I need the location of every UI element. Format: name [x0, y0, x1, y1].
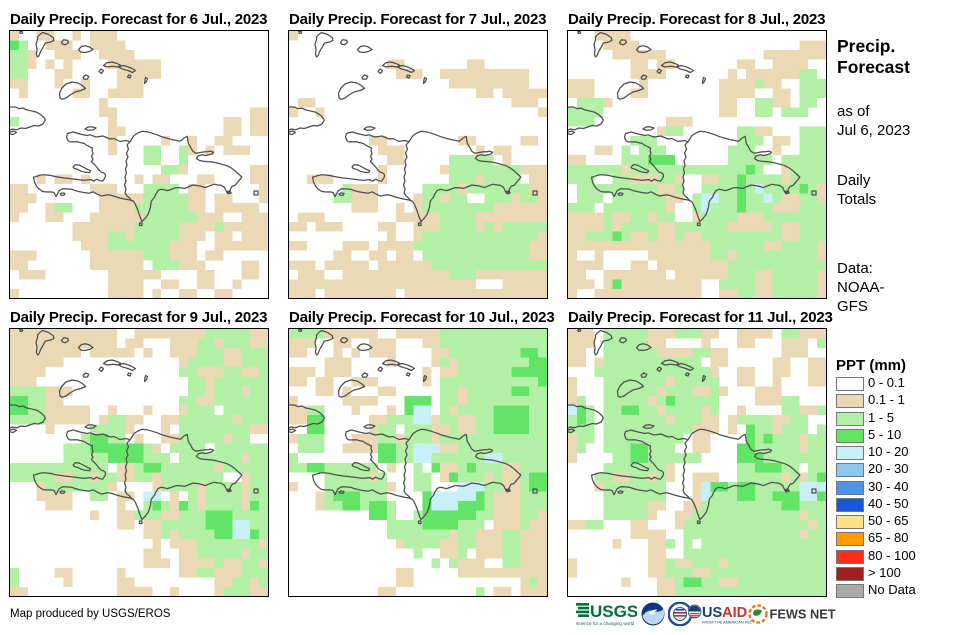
svg-text:FEWS NET: FEWS NET — [770, 607, 836, 622]
svg-text:FROM THE AMERICAN PEOPLE: FROM THE AMERICAN PEOPLE — [702, 620, 752, 625]
svg-text:science for a changing world: science for a changing world — [576, 621, 635, 626]
svg-text:USAID: USAID — [702, 605, 747, 621]
svg-text:USGS: USGS — [590, 602, 637, 621]
